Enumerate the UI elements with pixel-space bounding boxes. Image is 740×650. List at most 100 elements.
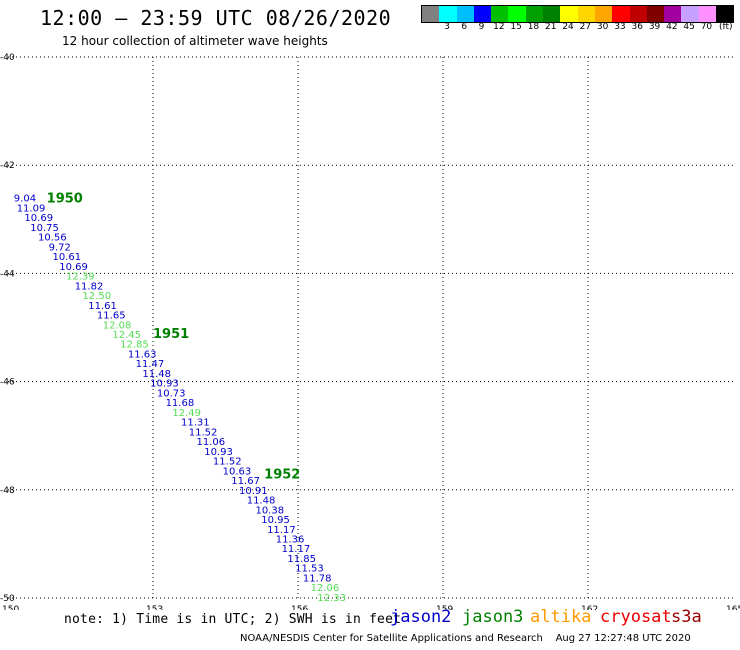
swh-value-label: 11.17 xyxy=(282,544,311,555)
swh-value-label: 10.73 xyxy=(157,388,186,399)
swh-value-label: 10.93 xyxy=(204,447,233,458)
x-tick-label: 162 xyxy=(581,605,598,610)
scale-swatch xyxy=(422,6,440,22)
swh-value-label: 11.85 xyxy=(287,554,316,565)
scale-swatch xyxy=(681,6,699,22)
footer-credit: NOAA/NESDIS Center for Satellite Applica… xyxy=(240,633,691,644)
x-tick-label: 159 xyxy=(436,605,453,610)
swh-value-label: 10.61 xyxy=(52,252,81,263)
swh-value-label: 10.38 xyxy=(255,505,284,516)
scale-swatch xyxy=(664,6,682,22)
swh-value-label: 9.04 xyxy=(14,194,36,205)
satellite-jason3: jason3 xyxy=(462,607,524,627)
scale-label: 6 xyxy=(461,22,468,32)
swh-scale-labels: 3 6 9 12 15 18 21 24 27 30 33 36 39 42 45 70 (ft) xyxy=(421,22,740,34)
swh-value-label: 12.39 xyxy=(66,272,95,283)
scale-swatch xyxy=(456,6,474,22)
scale-label: 21 xyxy=(545,22,557,32)
scale-label: 36 xyxy=(631,22,643,32)
y-tick-label: -50 xyxy=(0,594,15,604)
x-tick-label: 150 xyxy=(2,605,19,610)
time-marker-label: 1951 xyxy=(153,327,189,342)
scale-label: 15 xyxy=(510,22,522,32)
scale-label: 39 xyxy=(648,22,661,32)
swh-value-label: 12.06 xyxy=(311,583,340,594)
scale-swatch xyxy=(646,6,665,22)
swh-value-label: 11.67 xyxy=(231,476,260,487)
scale-label: 24 xyxy=(562,22,574,32)
scale-label: 27 xyxy=(579,22,592,32)
swh-value-label: 10.93 xyxy=(150,379,179,390)
scale-label: 70 xyxy=(700,22,713,32)
scale-swatch xyxy=(629,6,647,22)
scale-swatch xyxy=(543,6,561,22)
y-tick-label: -40 xyxy=(0,53,15,63)
x-tick-label: 153 xyxy=(146,605,163,610)
swh-value-label: 11.06 xyxy=(197,437,226,448)
scale-label: 9 xyxy=(478,22,485,32)
x-tick-label: 156 xyxy=(291,605,308,610)
swh-color-scale xyxy=(421,5,735,23)
swh-value-label: 10.69 xyxy=(24,213,53,224)
swh-value-label: 11.78 xyxy=(303,573,332,584)
swh-value-label: 11.61 xyxy=(88,301,117,312)
y-tick-label: -48 xyxy=(0,486,15,496)
swh-value-label: 12.45 xyxy=(112,330,141,341)
swh-value-label: 11.09 xyxy=(17,203,46,214)
scale-label: 30 xyxy=(596,22,609,32)
swh-value-label: 11.47 xyxy=(136,359,165,370)
chart-subtitle: 12 hour collection of altimeter wave hei… xyxy=(62,34,328,48)
swh-value-label: 11.48 xyxy=(142,369,171,380)
x-tick-label: 165 xyxy=(726,605,740,610)
swh-value-label: 12.49 xyxy=(172,408,201,419)
scale-label: 3 xyxy=(444,22,450,32)
scale-swatch xyxy=(491,6,509,22)
swh-value-label: 12.08 xyxy=(103,320,132,331)
y-tick-label: -42 xyxy=(0,161,15,171)
scale-swatch xyxy=(698,6,717,22)
time-marker-label: 1952 xyxy=(264,468,300,483)
scale-swatch xyxy=(577,6,595,22)
time-marker-label: 1950 xyxy=(47,192,83,207)
swh-value-label: 11.52 xyxy=(189,427,218,438)
scale-label: 18 xyxy=(527,22,540,32)
swh-value-label: 10.63 xyxy=(223,466,252,477)
swh-value-label: 10.56 xyxy=(38,233,67,244)
scale-swatch xyxy=(473,6,492,22)
swh-value-label: 11.36 xyxy=(276,534,305,545)
swh-value-label: 11.53 xyxy=(295,564,324,575)
scale-swatch xyxy=(525,6,544,22)
swh-value-label: 12.85 xyxy=(120,340,149,351)
satellite-s3a: s3a xyxy=(671,607,702,627)
swh-value-label: 11.63 xyxy=(128,349,157,360)
scale-swatch xyxy=(508,6,526,22)
scale-label: 33 xyxy=(614,22,626,32)
scale-label: 12 xyxy=(493,22,505,32)
swh-value-label: 11.68 xyxy=(166,398,195,409)
swh-value-label: 11.82 xyxy=(75,281,104,292)
swh-value-label: 12.50 xyxy=(82,291,111,302)
swh-value-label: 11.31 xyxy=(181,418,210,429)
y-tick-label: -46 xyxy=(0,378,15,388)
note-text: note: 1) Time is in UTC; 2) SWH is in fe… xyxy=(64,612,402,627)
chart-title: 12:00 – 23:59 UTC 08/26/2020 xyxy=(40,6,392,30)
scale-swatch xyxy=(716,6,734,22)
scale-label: (ft) xyxy=(718,22,733,32)
satellite-altika: altika xyxy=(530,607,592,627)
swh-value-label: 11.52 xyxy=(213,457,242,468)
swh-map-plot: 150 153 156 159 162 165 -40 -42 -44 -46 -48 -50 9.04… xyxy=(0,53,740,610)
scale-label: 45 xyxy=(683,22,695,32)
swh-value-label: 12.33 xyxy=(317,593,346,604)
swh-value-label: 10.95 xyxy=(261,515,290,526)
scale-label: 42 xyxy=(666,22,678,32)
swh-value-label: 9.72 xyxy=(49,242,71,253)
satellite-cryosat: cryosat xyxy=(600,607,672,627)
satellite-jason2: jason2 xyxy=(390,607,452,627)
scale-swatch xyxy=(439,6,457,22)
y-tick-label: -44 xyxy=(0,269,15,279)
scale-swatch xyxy=(612,6,630,22)
scale-swatch xyxy=(560,6,578,22)
swh-value-label: 10.69 xyxy=(59,262,88,273)
swh-value-label: 10.75 xyxy=(30,223,59,234)
swh-value-label: 10.91 xyxy=(239,486,268,497)
